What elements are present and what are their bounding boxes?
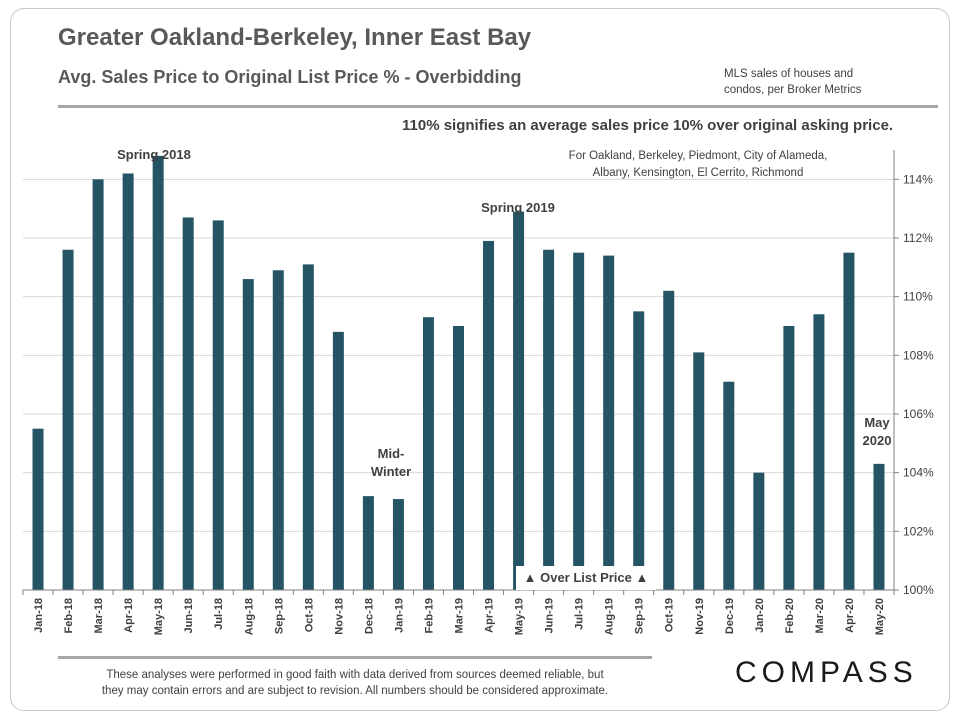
region-note: For Oakland, Berkeley, Piedmont, City of… <box>548 148 848 182</box>
annotation-mid-winter: Mid- Winter <box>356 445 426 481</box>
mid-winter-line-2: Winter <box>370 464 412 479</box>
may-2020-line-1: May <box>864 415 890 430</box>
y-tick-label: 108% <box>903 348 934 362</box>
y-tick-label: 104% <box>903 466 934 480</box>
x-tick-label: Jan-18 <box>33 598 45 633</box>
x-tick-label: Apr-19 <box>484 598 496 633</box>
bar <box>182 217 194 590</box>
y-tick-label: 100% <box>903 583 934 597</box>
x-tick-label: Jan-19 <box>393 598 405 633</box>
annotation-may-2020: May 2020 <box>856 414 898 450</box>
bar <box>573 252 585 590</box>
bottom-divider <box>58 656 652 659</box>
over-list-price-label: ▲ Over List Price ▲ <box>516 566 656 590</box>
region-line-2: Albany, Kensington, El Cerrito, Richmond <box>592 167 804 179</box>
x-tick-label: Feb-20 <box>784 598 796 633</box>
x-tick-label: Apr-18 <box>123 598 135 633</box>
bar <box>362 496 374 590</box>
x-tick-label: Jul-18 <box>213 598 225 630</box>
chart-subtitle: Avg. Sales Price to Original List Price … <box>58 67 522 87</box>
disclaimer-line-1: These analyses were performed in good fa… <box>106 669 604 681</box>
slide-frame <box>10 8 950 711</box>
bar <box>422 317 434 590</box>
disclaimer: These analyses were performed in good fa… <box>60 667 650 699</box>
bar <box>723 381 735 590</box>
x-tick-label: Sep-19 <box>634 598 646 634</box>
x-tick-label: Jun-18 <box>183 598 195 633</box>
bar <box>633 311 645 590</box>
source-line-1: MLS sales of houses and <box>724 68 854 80</box>
x-tick-label: Oct-18 <box>303 598 315 632</box>
region-line-1: For Oakland, Berkeley, Piedmont, City of… <box>568 150 828 162</box>
y-tick-label: 112% <box>903 231 933 245</box>
x-tick-label: Jan-20 <box>754 598 766 633</box>
compass-logo: COMPASS <box>735 656 918 689</box>
bar <box>783 326 795 590</box>
page-title: Greater Oakland-Berkeley, Inner East Bay <box>58 24 532 51</box>
bar <box>453 326 464 590</box>
bar <box>242 279 254 590</box>
x-tick-label: Sep-18 <box>273 598 285 634</box>
bar <box>663 290 675 590</box>
y-tick-label: 114% <box>903 172 933 186</box>
bar <box>272 270 284 590</box>
bar <box>212 220 224 590</box>
x-tick-label: Oct-19 <box>664 598 676 632</box>
bar <box>753 472 765 590</box>
bar <box>92 179 104 591</box>
bar <box>332 331 344 590</box>
bar <box>62 249 74 590</box>
source-line-2: condos, per Broker Metrics <box>724 84 862 96</box>
y-tick-label: 102% <box>903 524 934 538</box>
bar <box>813 314 825 590</box>
x-tick-label: Aug-18 <box>243 598 255 635</box>
bar <box>843 252 855 590</box>
annotation-spring-2018: Spring 2018 <box>117 147 191 162</box>
bar <box>873 463 885 590</box>
x-tick-label: Apr-20 <box>844 598 856 633</box>
bar <box>483 240 495 590</box>
x-tick-label: Dec-18 <box>363 598 375 634</box>
x-tick-label: Aug-19 <box>604 598 616 635</box>
x-tick-label: May-19 <box>514 598 526 635</box>
x-tick-label: May-20 <box>874 598 886 635</box>
y-tick-label: 110% <box>903 290 933 304</box>
bar <box>32 428 44 590</box>
x-tick-label: Dec-19 <box>724 598 736 634</box>
disclaimer-line-2: they may contain errors and are subject … <box>101 685 609 697</box>
bar <box>392 499 404 590</box>
x-tick-label: Feb-19 <box>423 598 435 633</box>
annotation-spring-2019: Spring 2019 <box>481 200 555 215</box>
bar <box>152 155 164 590</box>
x-tick-label: Mar-19 <box>454 598 466 633</box>
y-tick-label: 106% <box>903 407 934 421</box>
bar <box>513 211 525 590</box>
x-tick-label: Feb-18 <box>63 598 75 633</box>
x-tick-label: May-18 <box>153 598 165 635</box>
explanation-note: 110% signifies an average sales price 10… <box>402 117 894 134</box>
x-tick-label: Nov-18 <box>333 598 345 635</box>
mid-winter-line-1: Mid- <box>377 446 405 461</box>
x-tick-label: Jul-19 <box>574 598 586 630</box>
bar <box>302 264 314 590</box>
top-divider <box>58 105 938 108</box>
bar <box>603 255 615 590</box>
x-tick-label: Jun-19 <box>544 598 556 633</box>
bar <box>122 173 134 590</box>
data-source-note: MLS sales of houses and condos, per Brok… <box>724 66 894 98</box>
may-2020-line-2: 2020 <box>862 433 892 448</box>
bar <box>543 249 555 590</box>
x-tick-label: Mar-18 <box>93 598 105 633</box>
x-tick-label: Mar-20 <box>814 598 826 633</box>
bar <box>693 352 705 590</box>
x-tick-label: Nov-19 <box>694 598 706 635</box>
